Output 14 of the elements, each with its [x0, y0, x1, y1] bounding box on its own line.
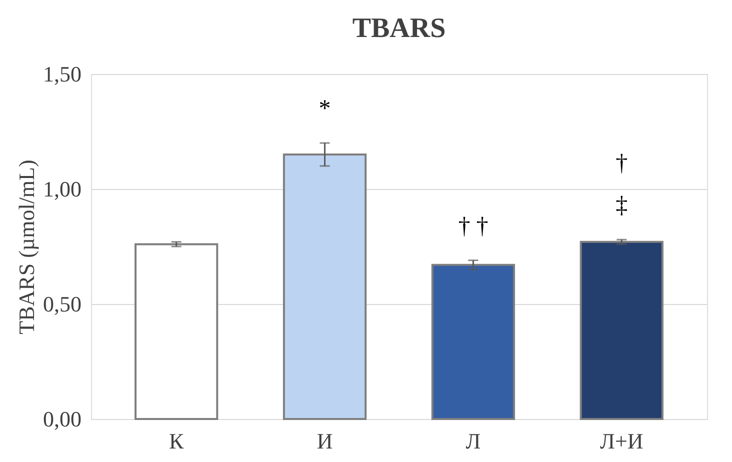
y-tick-label: 0,50: [43, 292, 82, 316]
y-tick-label: 1,00: [43, 176, 82, 202]
x-tick-label: Л: [466, 428, 481, 454]
annotation: ‡: [616, 192, 628, 219]
annotation: † †: [458, 213, 488, 240]
annotation: *: [318, 96, 331, 122]
chart-title: TBARS: [352, 13, 446, 44]
x-tick-label: Л+И: [600, 428, 644, 454]
x-tick-label: К: [169, 428, 184, 454]
y-tick-label: 0,00: [43, 406, 82, 432]
annotation: †: [616, 150, 628, 177]
y-axis-title: TBARS (µmol/mL): [14, 160, 39, 334]
x-tick-label: И: [316, 428, 333, 454]
y-tick-label: 1,50: [43, 62, 82, 86]
